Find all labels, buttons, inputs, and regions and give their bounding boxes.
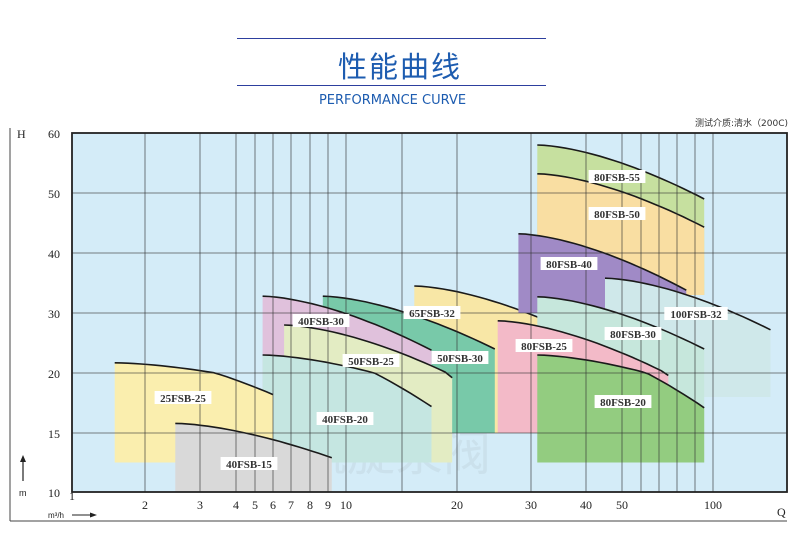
region-label-bg — [220, 457, 278, 470]
y-tick-label: 50 — [48, 187, 60, 201]
y-tick-label: 60 — [48, 127, 60, 141]
region-label-bg — [403, 306, 461, 319]
curve-50fsb-25 — [284, 324, 453, 379]
x-tick-label: 6 — [270, 498, 276, 512]
region-label: 80FSB-55 — [594, 172, 640, 184]
curve-80fsb-30 — [537, 296, 705, 350]
title-rule-bottom — [237, 85, 546, 86]
region-label-bg — [588, 207, 646, 220]
x-tick-label: 4 — [233, 498, 239, 512]
region-label-bg — [342, 354, 400, 367]
region-label: 100FSB-32 — [670, 309, 722, 321]
x-tick-label: 100 — [704, 498, 722, 512]
region-label: 50FSB-30 — [437, 353, 483, 365]
y-tick-label: 40 — [48, 247, 60, 261]
y-axis-label: H — [17, 127, 26, 141]
x-tick-label: 5 — [252, 498, 258, 512]
page-subtitle: PERFORMANCE CURVE — [318, 93, 467, 108]
y-tick-label: 15 — [48, 427, 60, 441]
x-tick-label: 10 — [340, 498, 352, 512]
x-tick-label: 40 — [580, 498, 592, 512]
region-label-bg — [588, 170, 646, 183]
region-label-bg — [431, 351, 489, 364]
region-label-bg — [540, 257, 598, 270]
region-label: 40FSB-20 — [322, 414, 368, 426]
region-label: 80FSB-30 — [610, 329, 656, 341]
region-label-bg — [664, 307, 728, 320]
curve-40fsb-15 — [175, 422, 333, 459]
y-tick-label: 30 — [48, 307, 60, 321]
curve-80fsb-50 — [537, 173, 705, 228]
region-label: 40FSB-15 — [226, 459, 272, 471]
y-unit-arrowhead-icon — [20, 455, 26, 462]
region-label-bg — [316, 412, 374, 425]
region-label-bg — [594, 395, 652, 408]
x-tick-label: 7 — [288, 498, 294, 512]
y-tick-label: 10 — [48, 486, 60, 500]
curve-80fsb-25 — [497, 320, 669, 377]
region-label-bg — [604, 327, 662, 340]
region-label-bg — [292, 314, 350, 327]
x-tick-label: 1 — [69, 489, 75, 503]
curve-80fsb-55 — [537, 144, 705, 200]
region-label: 80FSB-40 — [546, 259, 592, 271]
x-tick-label: 2 — [142, 498, 148, 512]
curve-80fsb-40 — [518, 233, 687, 291]
x-tick-label: 20 — [451, 498, 463, 512]
x-tick-label: 3 — [197, 498, 203, 512]
curve-25fsb-25 — [114, 362, 274, 396]
curve-80fsb-20 — [537, 354, 705, 409]
x-axis-label: Q — [777, 505, 786, 519]
region-label: 65FSB-32 — [409, 308, 455, 320]
y-unit-label: m — [19, 488, 27, 498]
region-40fsb-20 — [262, 355, 432, 463]
plot-frame — [71, 132, 788, 493]
x-unit-label: m³/h — [48, 511, 64, 520]
curve-100fsb-32 — [604, 277, 771, 331]
page-title: 性能曲线 — [337, 50, 462, 84]
region-label: 80FSB-25 — [521, 341, 567, 353]
region-label: 80FSB-50 — [594, 209, 640, 221]
region-label: 40FSB-30 — [298, 316, 344, 328]
x-tick-label: 8 — [307, 498, 313, 512]
x-tick-label: 50 — [616, 498, 628, 512]
region-label-bg — [515, 339, 573, 352]
title-rule-top — [237, 38, 546, 39]
x-unit-arrowhead-icon — [90, 512, 97, 518]
x-tick-label: 30 — [525, 498, 537, 512]
y-tick-label: 20 — [48, 367, 60, 381]
region-label: 50FSB-25 — [348, 356, 394, 368]
region-label: 80FSB-20 — [600, 397, 646, 409]
test-medium-note: 测试介质:清水（200C) — [694, 119, 788, 129]
region-label: 25FSB-25 — [160, 393, 206, 405]
x-tick-label: 9 — [325, 498, 331, 512]
region-label-bg — [154, 391, 212, 404]
